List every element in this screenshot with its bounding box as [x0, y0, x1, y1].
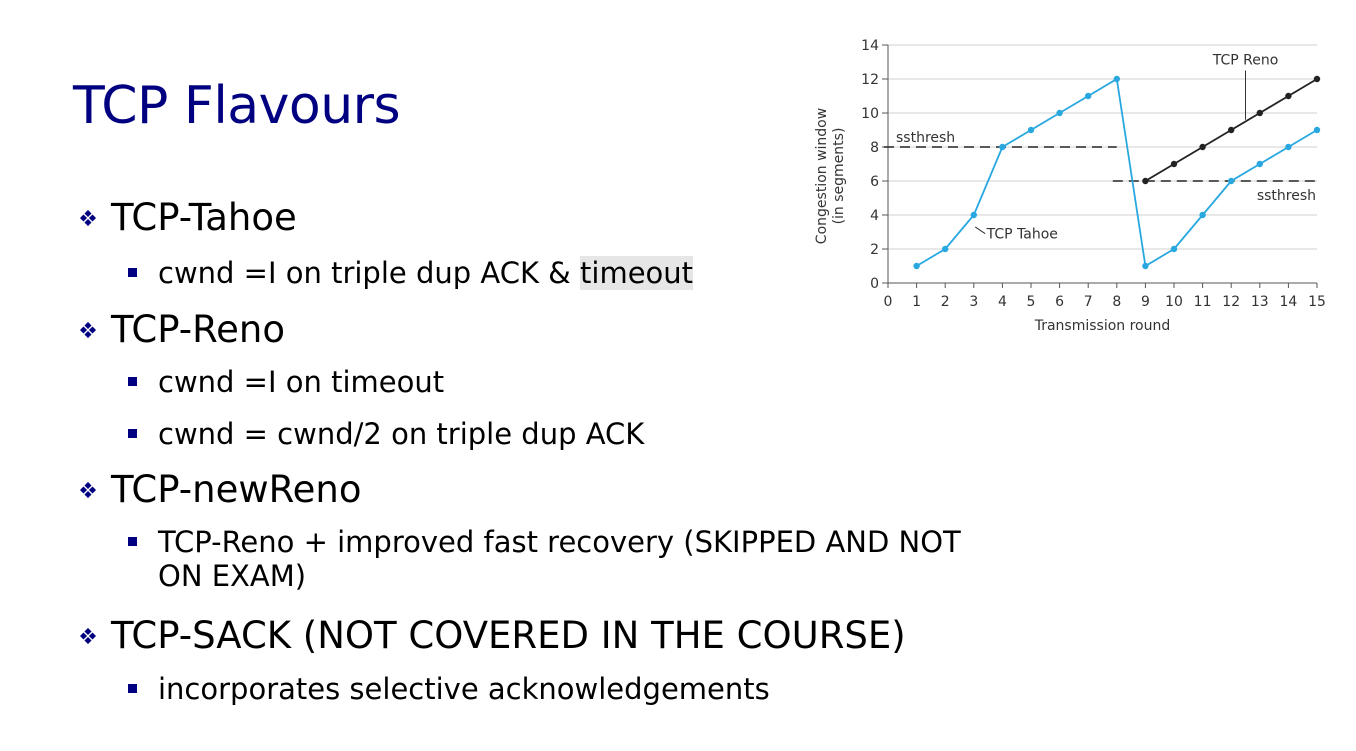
bullet-label: TCP-SACK (NOT COVERED IN THE COURSE)	[111, 614, 906, 657]
tcp-tahoe-label: TCP Tahoe	[986, 227, 1058, 243]
x-tick-label: 7	[1084, 294, 1093, 310]
tcp-tahoe-point	[1056, 109, 1063, 117]
y-tick-label: 0	[870, 276, 879, 292]
slide-title: TCP Flavours	[73, 76, 401, 136]
y-tick-label: 4	[870, 208, 879, 224]
tcp-tahoe-point	[999, 143, 1006, 151]
tcp-tahoe-point	[1170, 245, 1178, 253]
x-tick-label: 4	[998, 294, 1007, 310]
sub-bullet-text-line2: ON EXAM)	[158, 559, 307, 593]
diamond-bullet-icon	[80, 210, 96, 226]
tcp-tahoe-point	[1113, 75, 1120, 83]
tcp-tahoe-point	[1285, 143, 1292, 151]
tcp-reno-label: TCP Reno	[1212, 53, 1279, 69]
tcp-tahoe-point	[913, 262, 920, 270]
x-tick-label: 2	[941, 294, 950, 310]
tcp-tahoe-point	[942, 245, 949, 253]
x-tick-label: 13	[1251, 294, 1269, 310]
diamond-bullet-icon	[80, 482, 96, 498]
x-tick-label: 3	[969, 294, 978, 310]
tcp-reno-point	[1170, 160, 1178, 168]
tcp-tahoe-point	[1027, 126, 1035, 134]
square-bullet-icon	[128, 429, 137, 438]
tcp-reno-point	[1285, 92, 1292, 100]
y-tick-label: 12	[861, 72, 879, 88]
square-bullet-icon	[128, 377, 137, 386]
tcp-reno-point	[1142, 177, 1149, 185]
x-tick-label: 0	[884, 294, 893, 310]
sub-bullet-text: TCP-Reno + improved fast recovery (SKIPP…	[158, 525, 961, 593]
x-tick-label: 9	[1141, 294, 1150, 310]
ssthresh-label: ssthresh	[1257, 188, 1316, 204]
tcp-tahoe-point	[1142, 262, 1149, 270]
tcp-tahoe-point	[1199, 211, 1206, 219]
highlighted-text: timeout	[580, 256, 694, 290]
sub-bullet-text: cwnd =I on triple dup ACK & timeout	[158, 256, 694, 290]
diamond-bullet-icon	[80, 628, 96, 644]
ssthresh-label: ssthresh	[896, 130, 955, 146]
sub-bullet-text: cwnd =I on timeout	[158, 365, 445, 399]
tcp-tahoe-point	[1085, 92, 1092, 100]
tcp-reno-point	[1256, 109, 1263, 117]
x-tick-label: 8	[1112, 294, 1121, 310]
square-bullet-icon	[128, 684, 137, 693]
x-tick-label: 14	[1279, 294, 1297, 310]
sub-bullet-text-pre: cwnd =I on triple dup ACK &	[158, 256, 581, 290]
y-tick-label: 6	[870, 174, 879, 190]
x-tick-label: 6	[1055, 294, 1064, 310]
tcp-tahoe-point	[970, 211, 977, 219]
x-tick-label: 12	[1222, 294, 1240, 310]
y-axis-label-line1: Congestion window	[814, 108, 830, 244]
tcp-reno-point	[1313, 75, 1321, 83]
tcp-reno-point	[1228, 126, 1235, 134]
tcp-tahoe-point	[1256, 160, 1263, 168]
bullet-label: TCP-Reno	[111, 308, 286, 351]
x-tick-label: 1	[912, 294, 921, 310]
square-bullet-icon	[128, 268, 137, 277]
y-tick-label: 2	[870, 242, 879, 258]
tcp-tahoe-line	[916, 77, 1318, 268]
x-tick-label: 11	[1194, 294, 1212, 310]
square-bullet-icon	[128, 537, 137, 546]
tcp-tahoe-point	[1228, 177, 1235, 185]
y-axis-label-line2: (in segments)	[831, 128, 847, 225]
x-axis-label: Transmission round	[1034, 318, 1171, 334]
sub-bullet-text: cwnd = cwnd/2 on triple dup ACK	[158, 417, 645, 451]
tcp-reno-point	[1199, 143, 1206, 151]
x-tick-label: 5	[1027, 294, 1036, 310]
tcp-tahoe-point	[1313, 126, 1321, 134]
tcp-tahoe-leader	[974, 226, 986, 235]
y-tick-label: 14	[861, 38, 879, 54]
y-tick-label: 8	[870, 140, 879, 156]
sub-bullet-text: incorporates selective acknowledgements	[158, 672, 770, 706]
x-tick-label: 15	[1308, 294, 1326, 310]
bullet-label: TCP-newReno	[111, 468, 362, 511]
y-tick-label: 10	[861, 106, 879, 122]
bullet-label: TCP-Tahoe	[111, 196, 297, 239]
diamond-bullet-icon	[80, 322, 96, 338]
x-tick-label: 10	[1165, 294, 1183, 310]
sub-bullet-text-line1: TCP-Reno + improved fast recovery (SKIPP…	[158, 525, 961, 559]
